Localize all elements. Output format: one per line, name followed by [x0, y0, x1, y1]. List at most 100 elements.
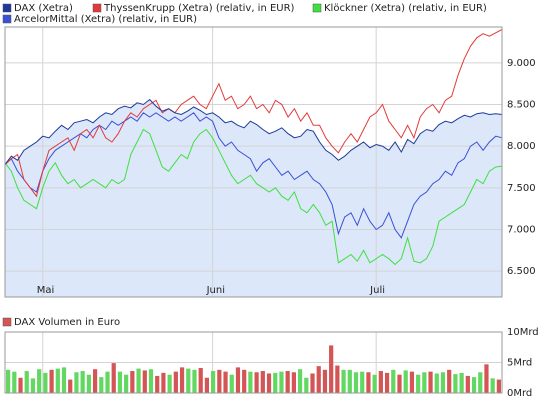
legend-swatch — [312, 3, 322, 13]
bar — [416, 374, 421, 393]
y-tick-label: 9.000 — [507, 58, 536, 69]
bar — [211, 371, 216, 393]
bar — [204, 377, 210, 393]
x-tick-label: Juni — [206, 285, 225, 296]
bar — [148, 369, 154, 393]
bar — [360, 371, 365, 393]
bar — [248, 371, 253, 393]
bar — [322, 369, 328, 393]
legend-swatch — [2, 3, 12, 13]
legend-label: DAX Volumen in Euro — [14, 317, 120, 328]
bar — [242, 369, 247, 393]
y-tick-label: 8.500 — [507, 100, 536, 111]
line — [4, 128, 503, 266]
bar — [397, 374, 402, 393]
bar — [440, 372, 446, 393]
bar — [403, 370, 408, 393]
bar — [124, 374, 129, 393]
bar — [68, 379, 73, 393]
legend-label: DAX (Xetra) — [14, 3, 73, 14]
legend-label: Klöckner (Xetra) (relativ, in EUR) — [324, 3, 487, 14]
bar — [92, 369, 98, 393]
bar — [49, 369, 54, 393]
bar — [12, 371, 17, 393]
plot-frame — [4, 26, 503, 298]
bar — [335, 365, 340, 393]
y-tick-label: 10Mrd — [507, 327, 539, 338]
bar — [186, 368, 191, 393]
bar — [291, 372, 296, 393]
bar — [329, 345, 334, 393]
bar — [366, 372, 371, 393]
bar — [142, 370, 147, 393]
bar — [471, 377, 477, 393]
bar — [347, 369, 352, 393]
bar — [279, 371, 284, 393]
bar — [353, 372, 359, 393]
bar — [105, 371, 110, 393]
bar — [173, 371, 178, 393]
bar — [192, 369, 197, 393]
line — [4, 112, 503, 239]
bar — [453, 374, 458, 393]
legend-label: ArcelorMittal (Xetra) (relativ, in EUR) — [14, 14, 197, 25]
line — [4, 98, 503, 165]
bar — [155, 375, 160, 393]
bar — [136, 368, 141, 393]
bar — [30, 378, 36, 393]
legend-swatch — [2, 14, 12, 24]
bar — [37, 369, 42, 393]
bar — [341, 369, 346, 393]
x-tick-label: Juli — [369, 285, 385, 296]
y-tick-label: 8.000 — [507, 141, 536, 152]
bar — [266, 373, 272, 393]
y-tick-label: 7.500 — [507, 183, 536, 194]
bar — [229, 374, 234, 393]
bar — [6, 369, 11, 393]
bar — [409, 371, 415, 393]
y-tick-label: 6.500 — [507, 266, 536, 277]
bar — [310, 373, 315, 393]
bar — [86, 374, 91, 393]
bar — [18, 377, 23, 393]
bar — [384, 372, 390, 393]
line — [4, 29, 503, 198]
legend-swatch — [92, 3, 102, 13]
bar — [422, 372, 427, 393]
legend-label: ThyssenKrupp (Xetra) (relativ, in EUR) — [103, 3, 295, 14]
bar — [80, 371, 85, 393]
bar — [198, 367, 203, 393]
bar — [285, 371, 290, 393]
bar — [459, 372, 464, 393]
bar — [391, 369, 396, 393]
bar — [161, 372, 166, 393]
bar — [117, 371, 123, 393]
bar — [434, 373, 439, 393]
y-tick-label: 0Mrd — [507, 388, 532, 399]
area — [5, 99, 502, 297]
bar — [273, 372, 278, 393]
y-tick-label: 5Mrd — [507, 358, 532, 369]
bar — [260, 371, 265, 393]
bar — [179, 367, 185, 393]
bar — [235, 367, 241, 393]
bar — [61, 367, 67, 393]
bar — [378, 371, 383, 393]
bar — [24, 371, 29, 393]
y-tick-label: 7.000 — [507, 225, 536, 236]
legend-swatch — [2, 317, 12, 327]
bar — [484, 364, 489, 393]
bar — [99, 377, 104, 393]
bar — [496, 379, 501, 393]
bar — [304, 377, 309, 393]
bar — [428, 371, 433, 393]
bar — [217, 369, 222, 393]
bar — [55, 368, 60, 393]
bar — [167, 374, 172, 393]
bar — [74, 372, 79, 393]
bar — [111, 363, 116, 393]
bar — [447, 369, 452, 393]
bar — [465, 375, 470, 393]
bar — [490, 378, 495, 393]
